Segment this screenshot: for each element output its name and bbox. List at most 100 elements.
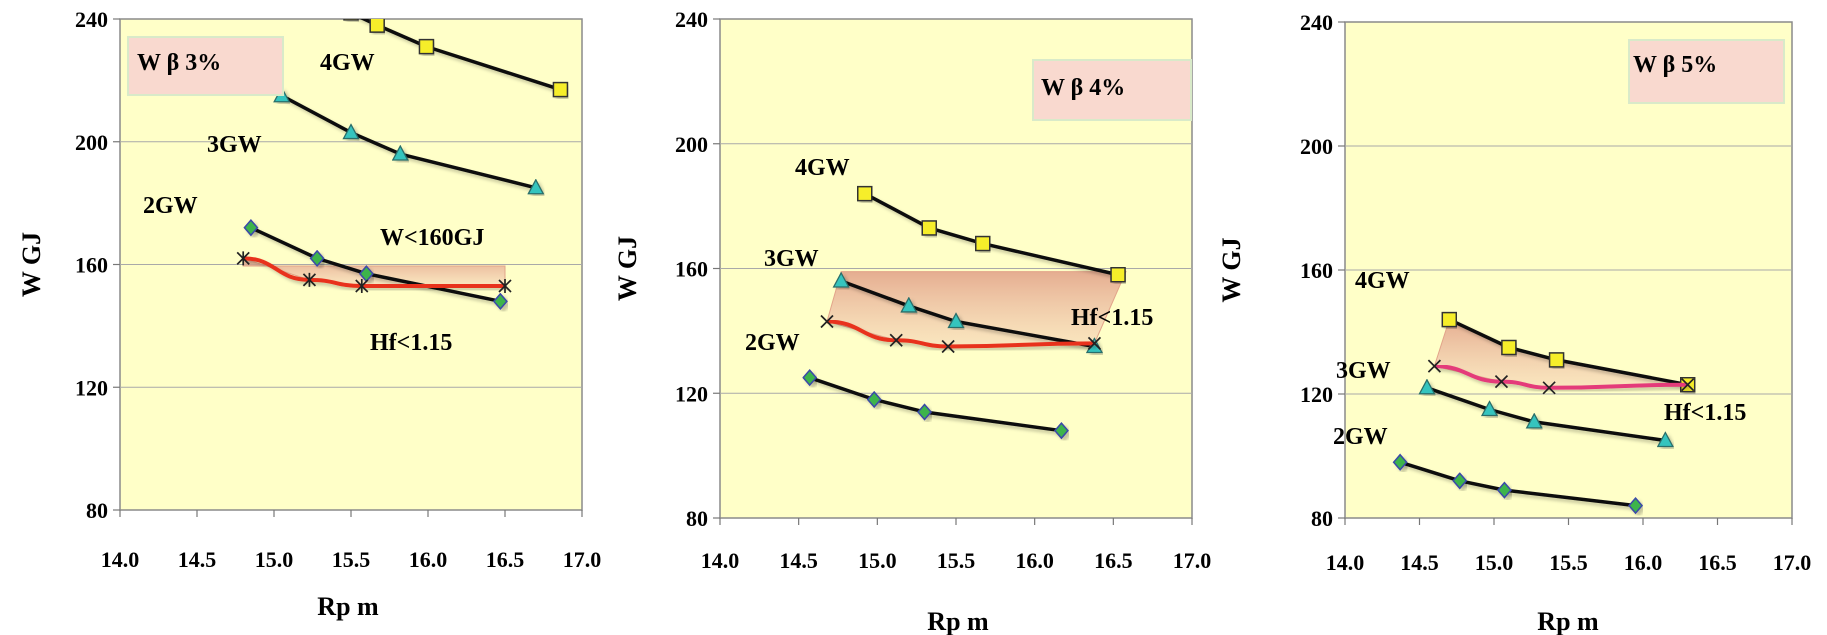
data-point-4gw-1	[1441, 311, 1458, 328]
y-axis-label: W GJ	[613, 236, 642, 301]
series-label-4gw: 4GW	[320, 50, 375, 76]
y-tick-label: 200	[75, 130, 108, 155]
data-point-limit-3	[355, 278, 369, 293]
x-axis-label: Rp m	[927, 607, 989, 635]
data-point-4gw-3	[418, 38, 435, 55]
series-line-3GW	[1426, 386, 1666, 443]
x-tick-label: 17.0	[1173, 548, 1212, 573]
x-tick-label: 14.0	[701, 548, 740, 573]
y-tick-label: 80	[1311, 506, 1333, 531]
beta-box	[1032, 59, 1192, 121]
data-point-3gw-1	[1418, 378, 1436, 395]
series-label-3gw: 3GW	[1336, 358, 1391, 384]
x-tick-label: 15.5	[1549, 550, 1588, 575]
series-line-limit	[1434, 364, 1688, 390]
series-line-3GW	[840, 279, 1095, 349]
data-point-3gw-2	[900, 296, 918, 313]
x-tick-label: 15.0	[1475, 550, 1514, 575]
y-tick-label: 160	[75, 253, 108, 278]
data-point-3gw-4	[1656, 431, 1674, 448]
data-point-2gw-1	[802, 369, 818, 387]
data-point-4gw-4	[552, 81, 569, 98]
y-tick-label: 240	[675, 7, 708, 32]
data-point-4gw-3	[1548, 352, 1565, 368]
series-line-3GW	[280, 94, 537, 190]
y-tick-label: 160	[675, 257, 708, 282]
x-tick-label: 15.5	[332, 547, 371, 572]
series-label-4gw: 4GW	[795, 155, 850, 181]
y-axis-label: W GJ	[1217, 237, 1246, 302]
y-axis-label: W GJ	[17, 232, 46, 297]
data-point-limit-4	[1087, 336, 1102, 350]
data-point-3gw-4	[1085, 337, 1104, 354]
data-point-4gw-3	[974, 235, 991, 252]
data-point-3gw-3	[391, 144, 409, 161]
series-label-3gw: 3GW	[764, 246, 819, 272]
x-tick-label: 15.5	[937, 548, 976, 573]
y-tick-label: 240	[1300, 10, 1333, 35]
data-point-2gw-1	[243, 219, 259, 237]
chart-panel-1: 80 120 160 200 240 14.0 14.5 15.0 15.5 16.0 16.5 17…	[17, 7, 602, 621]
y-tick-label: 120	[75, 375, 108, 400]
data-point-2gw-2	[309, 249, 325, 268]
data-point-4gw-2	[921, 220, 938, 236]
data-point-limit-1	[1427, 359, 1442, 373]
x-tick-label: 17.0	[1773, 550, 1812, 575]
series-label-4gw: 4GW	[1355, 268, 1410, 294]
data-point-2gw-4	[1053, 422, 1069, 440]
data-point-limit-2	[302, 272, 317, 287]
data-point-4gw-2	[369, 19, 385, 33]
data-point-2gw-3	[1496, 481, 1512, 499]
x-tick-label: 15.0	[255, 547, 294, 572]
series-label-2gw: 2GW	[1333, 424, 1388, 450]
series-line-2GW	[1399, 460, 1636, 508]
y-tick-label: 80	[86, 498, 108, 523]
data-point-2gw-1	[1392, 453, 1408, 471]
x-tick-label: 16.5	[1698, 550, 1737, 575]
data-point-2gw-4	[1628, 496, 1644, 515]
annotation-label: W<160GJ	[380, 225, 484, 251]
series-label-3gw: 3GW	[207, 132, 262, 158]
x-tick-label: 16.5	[1094, 548, 1133, 573]
data-point-2gw-2	[1452, 472, 1468, 490]
chart-panel-3: 80 120 160 200 240 14.0 14.5 15.0 15.5 16.0 16.5 17…	[1217, 10, 1811, 635]
x-tick-label: 14.5	[178, 547, 217, 572]
y-tick-label: 120	[675, 381, 708, 406]
y-tick-label: 160	[1300, 258, 1333, 283]
annotation-label: Hf<1.15	[1664, 400, 1746, 426]
plot-content	[1392, 311, 1696, 515]
beta-box-label: W β 3%	[137, 50, 221, 76]
data-point-limit-3	[1542, 381, 1556, 395]
data-point-4gw-2	[1501, 339, 1517, 356]
data-point-3gw-2	[1480, 400, 1499, 417]
plot-content	[802, 185, 1127, 440]
data-point-limit-3	[941, 339, 955, 354]
y-tick-label: 200	[1300, 134, 1333, 159]
series-line-limit	[826, 319, 1095, 349]
data-point-2gw-2	[866, 390, 882, 409]
x-tick-label: 14.5	[779, 548, 818, 573]
annotation-label: Hf<1.15	[370, 330, 452, 356]
y-tick-label: 80	[686, 506, 708, 531]
data-point-3gw-4	[527, 178, 545, 195]
data-point-limit-1	[820, 314, 834, 329]
x-tick-label: 16.0	[1624, 550, 1663, 575]
x-tick-label: 16.5	[486, 547, 525, 572]
series-label-2gw: 2GW	[745, 330, 800, 356]
data-point-limit-2	[889, 333, 903, 347]
data-point-limit-2	[1494, 374, 1509, 389]
x-tick-label: 14.0	[1326, 550, 1365, 575]
data-point-4gw-4	[1110, 266, 1126, 283]
data-point-3gw-2	[342, 123, 360, 140]
x-tick-label: 14.0	[101, 547, 140, 572]
series-line-2GW	[809, 375, 1062, 433]
x-axis-label: Rp m	[317, 592, 379, 621]
data-point-3gw-1	[832, 271, 850, 288]
chart-panel-2: 80 120 160 200 240 14.0 14.5 15.0 15.5 16.0 16.5 17…	[613, 7, 1211, 635]
series-line-4GW	[1448, 318, 1689, 387]
data-point-2gw-4	[492, 292, 508, 310]
data-point-4gw-1	[343, 19, 359, 21]
plot-content	[236, 19, 569, 310]
x-tick-label: 17.0	[563, 547, 602, 572]
x-tick-label: 16.0	[1015, 548, 1054, 573]
